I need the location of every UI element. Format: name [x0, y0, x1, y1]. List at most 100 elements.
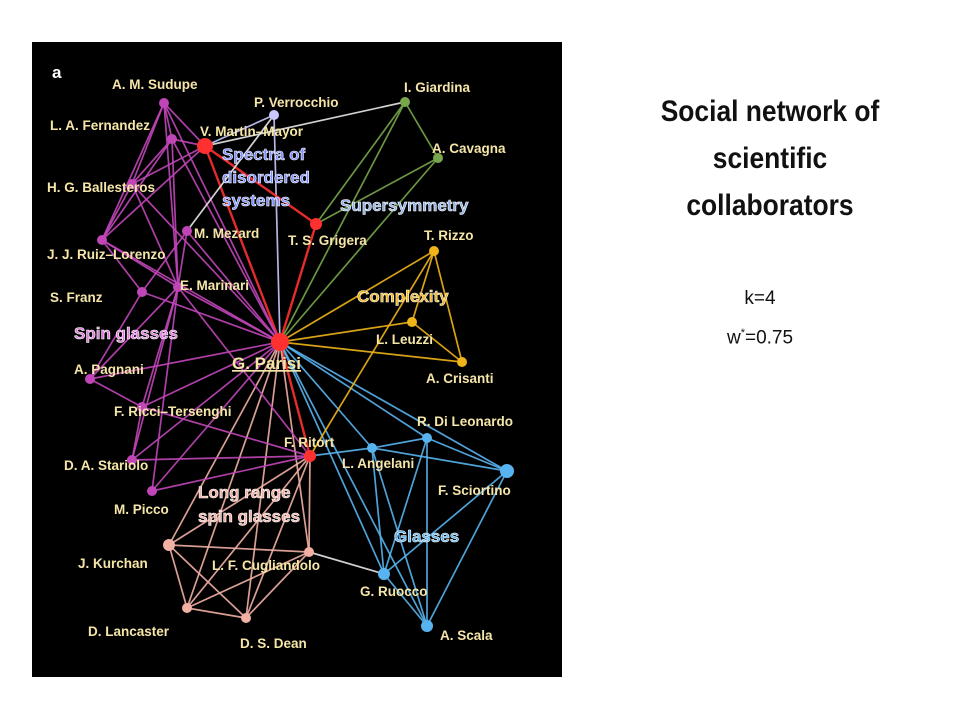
edge-angelani-dileonardo: [371, 437, 428, 449]
edge-ricci-ritort: [141, 406, 311, 457]
edge-ritort-cugliandolo: [308, 455, 311, 553]
edge-marinari-pagnani: [89, 286, 179, 380]
node-ricci: [137, 402, 147, 412]
node-label-parisi: G. Parisi: [232, 354, 301, 373]
edge-angelani-ritort: [309, 447, 373, 457]
network-graph: A. M. Sudupe L. A. Fernandez H. G. Ballest…: [47, 63, 514, 651]
node-label-franz: S. Franz: [50, 290, 103, 305]
edge-parisi-giardina: [279, 101, 406, 343]
node-label-marinari: E. Marinari: [180, 278, 249, 293]
node-angelani: [367, 443, 377, 453]
node-leuzzi: [407, 317, 417, 327]
node-marinari: [173, 282, 183, 292]
node-label-crisanti: A. Crisanti: [426, 371, 494, 386]
edge-martin-giardina: [204, 101, 406, 147]
node-cavagna: [433, 153, 443, 163]
edge-parisi-ricci: [141, 341, 281, 408]
edge-ruocco-cugliandolo: [308, 551, 385, 575]
edge-marinari-picco: [151, 286, 179, 492]
edge-parisi-angelani: [279, 341, 373, 449]
node-label-ballesteros: H. G. Ballesteros: [47, 180, 155, 195]
node-franz: [137, 287, 147, 297]
node-label-martin: V. Martin–Mayor: [200, 124, 304, 139]
edge-sudupe-marinari: [163, 102, 179, 288]
community-label-complexity: Complexity: [357, 287, 449, 306]
community-label-disordered-l2: disordered: [222, 168, 310, 187]
edge-parisi-fernandez: [171, 138, 281, 343]
edge-parisi-ritort: [278, 341, 312, 457]
node-scala: [421, 620, 433, 632]
node-kurchan: [163, 539, 175, 551]
node-label-dean: D. S. Dean: [240, 636, 307, 651]
edge-sciortino-ruocco: [383, 470, 508, 575]
node-crisanti: [457, 357, 467, 367]
edge-grigera-giardina: [315, 101, 406, 225]
node-label-ritort: F. Ritort: [284, 435, 335, 450]
node-label-rizzo: T. Rizzo: [424, 228, 474, 243]
edge-kurchan-lancaster: [168, 544, 188, 609]
edge-mezard-franz: [141, 230, 188, 293]
edge-parisi-mezard: [186, 230, 281, 343]
community-label-disordered-l1: Spectra of: [222, 145, 305, 164]
node-dileonardo: [422, 433, 432, 443]
edge-stariolo-ritort: [131, 455, 311, 461]
node-verrocchio: [269, 110, 279, 120]
node-label-ruocco: G. Ruocco: [360, 584, 428, 599]
edge-marinari-mezard: [177, 230, 188, 288]
node-pagnani: [85, 374, 95, 384]
edge-martin-ruiz: [101, 145, 206, 241]
edge-ricci-pagnani: [89, 378, 143, 408]
node-parisi: [271, 333, 289, 351]
edge-parisi-kurchan: [168, 341, 281, 546]
edge-mezard-verrocchio: [186, 114, 275, 232]
node-grigera: [310, 218, 322, 230]
edge-sudupe-fernandez: [163, 102, 173, 140]
edge-martin-verrocchio: [204, 114, 275, 147]
node-label-lancaster: D. Lancaster: [88, 624, 170, 639]
node-picco: [147, 486, 157, 496]
edge-fernandez-ruiz: [101, 138, 173, 241]
edge-parisi-cugliandolo: [279, 341, 310, 553]
node-label-pagnani: A. Pagnani: [74, 362, 144, 377]
community-label-long-range-l1: Long range: [198, 483, 291, 502]
node-martin: [197, 138, 213, 154]
edge-ritort-kurchan: [168, 455, 311, 546]
node-stariolo: [127, 455, 137, 465]
node-ballesteros: [127, 179, 137, 189]
node-ruiz: [97, 235, 107, 245]
edge-ballesteros-marinari: [131, 183, 179, 288]
edge-lancaster-dean: [186, 607, 247, 619]
edge-kurchan-cugliandolo: [168, 544, 310, 553]
node-label-cugliandolo: L. F. Cugliandolo: [212, 558, 320, 573]
community-label-glasses: Glasses: [394, 527, 459, 546]
edge-parisi-dileonardo: [279, 341, 428, 439]
edge-grigera-cavagna: [315, 157, 439, 225]
node-label-verrocchio: P. Verrocchio: [254, 95, 339, 110]
w-value: =0.75: [744, 327, 794, 349]
community-label-long-range-l2: spin glasses: [198, 507, 300, 526]
edge-ballesteros-ruiz: [101, 183, 133, 241]
edge-fernandez-ballesteros: [131, 138, 173, 185]
edge-giardina-cavagna: [404, 101, 439, 159]
edges-layer: [89, 101, 508, 627]
k-parameter: k=4: [744, 288, 776, 309]
edge-ritort-dean: [245, 455, 311, 619]
title-line-1: Social network of: [660, 95, 880, 128]
panel-letter: a: [52, 63, 62, 82]
edge-parisi-rizzo: [279, 250, 435, 343]
community-labels-layer: Spectra of disordered systems Supersymmetry…: [74, 145, 470, 547]
edge-parisi-scala: [279, 341, 428, 627]
edge-cugliandolo-dean: [245, 551, 310, 619]
edge-parisi-martin: [203, 145, 282, 343]
edge-martin-sudupe: [163, 102, 206, 147]
labels-layer: A. M. Sudupe L. A. Fernandez H. G. Ballest…: [47, 77, 513, 651]
edge-martin-grigera: [204, 145, 317, 225]
edge-dileonardo-ruocco: [383, 437, 428, 575]
edge-dileonardo-sciortino: [426, 437, 508, 472]
edge-parisi-sciortino: [279, 341, 508, 472]
edge-angelani-ruocco: [371, 447, 385, 575]
parameters-block: k=4 w*=0.75: [700, 282, 820, 355]
edge-angelani-scala: [371, 447, 428, 627]
edge-parisi-lancaster: [186, 341, 281, 609]
node-label-sudupe: A. M. Sudupe: [112, 77, 198, 92]
